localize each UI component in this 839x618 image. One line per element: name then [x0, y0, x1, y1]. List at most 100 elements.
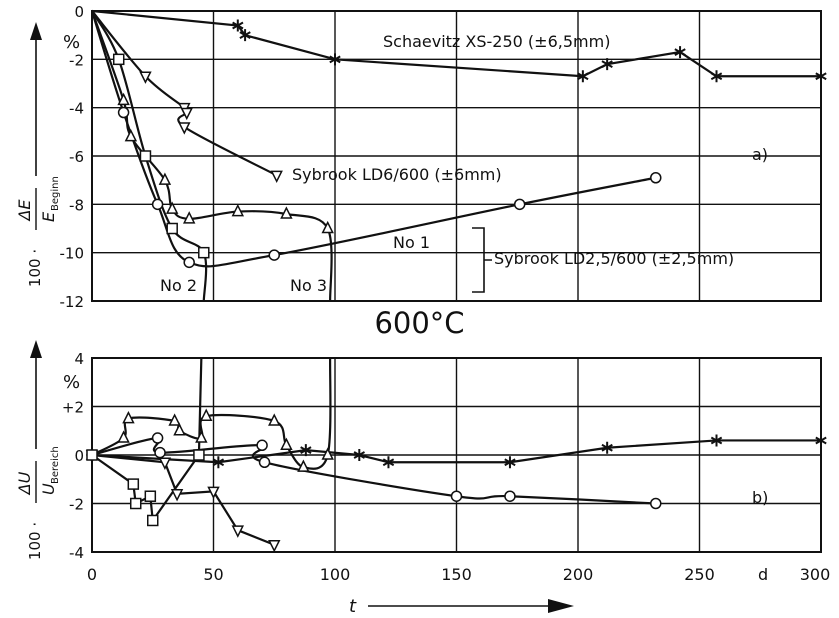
data-point-asterisk	[239, 29, 251, 42]
annotation-ld6: Sybrook LD6/600 (±6mm)	[292, 165, 502, 184]
data-point-triangle	[182, 211, 196, 224]
x-axis-label: t	[349, 596, 357, 617]
panel-b-y-numerator: ΔU	[15, 471, 34, 496]
data-point-circle	[504, 490, 516, 502]
data-point-triangle	[280, 437, 293, 451]
panel-a: 0 -2 -4 -6 -8 -10 -12 a) % Schaevitz XS-250 (±…	[15, 3, 827, 311]
temperature-title: 600°C	[374, 306, 465, 340]
data-point-asterisk	[710, 434, 723, 447]
x-tick-label: 0	[87, 565, 97, 584]
data-point-tri-down	[170, 489, 184, 502]
data-point-tri-down	[207, 486, 220, 500]
data-point-square	[193, 449, 205, 461]
y-tick-label: 0	[74, 447, 84, 465]
data-point-triangle	[117, 92, 130, 106]
data-point-triangle	[173, 423, 186, 436]
data-point-square	[144, 490, 157, 502]
data-point-asterisk	[504, 456, 516, 469]
y-tick-label: -8	[69, 196, 84, 214]
data-point-square	[127, 478, 140, 490]
data-point-circle	[183, 256, 195, 269]
data-point-tri-down	[139, 71, 152, 84]
x-tick-label: 100	[320, 565, 351, 584]
data-point-asterisk	[710, 70, 723, 83]
data-point-asterisk	[232, 19, 244, 32]
data-point-triangle	[122, 410, 135, 424]
x-tick-label: 150	[441, 565, 472, 584]
data-point-circle	[154, 446, 166, 459]
x-tick-label: 300	[800, 565, 831, 584]
data-point-triangle	[231, 203, 245, 217]
data-point-circle	[258, 456, 271, 469]
y-tick-label: 0	[74, 3, 84, 21]
data-point-circle	[117, 106, 130, 119]
y-tick-label: -12	[60, 293, 85, 311]
panel-a-y-numerator: ΔE	[15, 199, 34, 223]
y-tick-label: +2	[62, 399, 84, 417]
y-tick-label: -10	[60, 245, 85, 263]
data-point-asterisk	[601, 441, 613, 454]
x-axis-unit: d	[758, 565, 768, 584]
panel-a-y-denominator: E	[39, 211, 58, 222]
data-point-asterisk	[212, 456, 225, 469]
data-point-triangle	[280, 206, 293, 219]
data-point-triangle	[321, 447, 334, 460]
data-point-square	[129, 497, 142, 510]
data-point-square	[86, 449, 98, 461]
data-point-triangle	[199, 408, 213, 421]
annotation-no3: No 3	[290, 276, 327, 295]
data-point-tri-down	[270, 170, 283, 184]
panel-a-label: a)	[752, 145, 768, 164]
data-point-triangle	[158, 172, 172, 185]
data-point-asterisk	[329, 53, 341, 66]
panel-a-y-ticks: 0 -2 -4 -6 -8 -10 -12	[60, 3, 85, 311]
data-point-triangle	[297, 459, 310, 472]
y-tick-label: -6	[69, 148, 84, 166]
annotation-schaevitz: Schaevitz XS-250 (±6,5mm)	[383, 32, 610, 51]
annotation-ld25: Sybrook LD2,5/600 (±2,5mm)	[494, 249, 734, 268]
panel-a-y-axis-label: 100 · ΔE E Beginn	[15, 22, 61, 287]
y-tick-label: -2	[69, 51, 84, 69]
data-point-square	[139, 150, 152, 162]
data-point-asterisk	[353, 449, 365, 461]
data-point-triangle	[124, 128, 138, 142]
panel-a-y-denominator-sub: Beginn	[50, 176, 61, 211]
data-point-triangle	[321, 220, 334, 234]
y-tick-label: 4	[74, 350, 84, 368]
x-axis-arrowhead	[548, 599, 574, 613]
panel-a-grid	[92, 11, 821, 301]
data-point-circle	[151, 432, 164, 444]
data-point-tri-down	[268, 539, 281, 553]
data-point-tri-down	[180, 107, 193, 121]
data-point-triangle	[268, 413, 281, 426]
panel-a-series	[90, 9, 827, 302]
data-point-tri-down	[158, 457, 172, 470]
panel-a-y-unit: %	[63, 32, 80, 53]
data-point-circle	[268, 249, 280, 261]
data-point-circle	[513, 198, 526, 211]
data-point-triangle	[165, 201, 179, 214]
data-point-square	[112, 53, 125, 66]
panel-a-y-prefix: 100 ·	[26, 249, 44, 287]
annotation-no1: No 1	[393, 233, 430, 252]
data-point-circle	[450, 490, 463, 502]
panel-b-y-ticks: 4 +2 0 -2 -4	[62, 350, 84, 562]
data-point-square	[147, 514, 159, 527]
data-point-circle	[256, 439, 268, 452]
panel-b-series	[85, 357, 827, 553]
data-point-square	[166, 222, 178, 235]
data-point-circle	[650, 497, 662, 510]
data-point-triangle	[168, 413, 181, 426]
data-point-asterisk	[815, 70, 827, 83]
y-tick-label: -2	[69, 496, 84, 514]
data-point-triangle	[117, 430, 130, 443]
panel-b-y-unit: %	[63, 372, 80, 393]
data-point-asterisk	[601, 58, 613, 71]
y-tick-label: -4	[69, 100, 84, 118]
panel-b-y-denominator-sub: Bereich	[50, 446, 61, 484]
data-point-asterisk	[382, 456, 395, 469]
data-point-tri-down	[231, 525, 245, 538]
data-point-asterisk	[674, 46, 686, 59]
panel-b-y-prefix: 100 ·	[26, 522, 44, 560]
